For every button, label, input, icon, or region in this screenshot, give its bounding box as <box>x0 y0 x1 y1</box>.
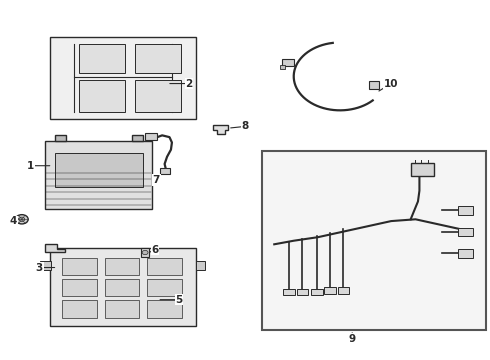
Bar <box>283 289 294 296</box>
Bar <box>132 135 143 141</box>
Bar <box>324 287 336 294</box>
Bar <box>50 37 196 119</box>
Bar <box>280 65 285 69</box>
Bar <box>79 80 125 112</box>
Bar <box>411 163 434 176</box>
Text: 5: 5 <box>175 295 183 305</box>
Bar <box>145 133 157 140</box>
Text: 8: 8 <box>242 121 248 131</box>
Text: 7: 7 <box>153 175 160 185</box>
Bar <box>459 206 473 215</box>
Bar <box>369 81 379 89</box>
Text: 6: 6 <box>151 245 158 255</box>
Bar <box>296 289 308 296</box>
Bar <box>55 135 66 141</box>
Polygon shape <box>45 244 65 252</box>
Bar <box>104 300 140 318</box>
Bar <box>459 249 473 257</box>
Bar <box>135 44 181 73</box>
Bar <box>160 168 171 174</box>
Bar <box>55 153 143 187</box>
Bar <box>141 248 148 257</box>
Circle shape <box>142 250 148 255</box>
Bar <box>147 279 182 296</box>
Bar <box>62 300 97 318</box>
Text: 4: 4 <box>10 216 17 226</box>
Text: 2: 2 <box>185 78 193 89</box>
Text: 10: 10 <box>384 78 398 89</box>
Bar <box>196 261 205 270</box>
Bar <box>262 152 486 330</box>
Bar <box>311 289 323 296</box>
Polygon shape <box>213 125 228 134</box>
Bar <box>135 80 181 112</box>
Bar <box>459 228 473 236</box>
Bar <box>338 287 349 294</box>
Text: 1: 1 <box>27 161 34 171</box>
Text: 9: 9 <box>348 334 356 344</box>
Bar <box>282 59 294 66</box>
Bar <box>45 141 152 208</box>
Bar <box>62 257 97 275</box>
Bar <box>62 279 97 296</box>
Bar <box>104 279 140 296</box>
Bar <box>147 257 182 275</box>
Bar <box>147 300 182 318</box>
Circle shape <box>16 215 28 224</box>
Bar <box>79 44 125 73</box>
Bar <box>40 261 51 270</box>
Bar <box>50 248 196 327</box>
Circle shape <box>19 217 25 221</box>
Text: 3: 3 <box>36 262 43 273</box>
Bar <box>104 257 140 275</box>
